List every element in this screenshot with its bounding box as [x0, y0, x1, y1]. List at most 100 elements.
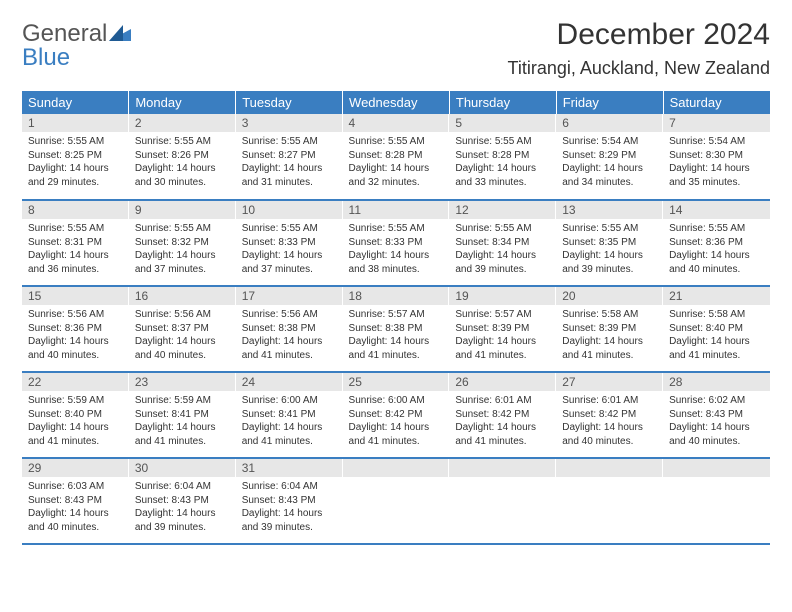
- sunrise-text: Sunrise: 5:57 AM: [349, 308, 444, 322]
- sunrise-text: Sunrise: 6:04 AM: [135, 480, 230, 494]
- sunrise-text: Sunrise: 5:59 AM: [135, 394, 230, 408]
- logo-line1: General: [22, 20, 107, 47]
- weekday-header: Friday: [556, 91, 663, 114]
- daylight-text: Daylight: 14 hours and 40 minutes.: [562, 421, 657, 448]
- daylight-text: Daylight: 14 hours and 29 minutes.: [28, 162, 123, 189]
- sunset-text: Sunset: 8:36 PM: [28, 322, 123, 336]
- sunset-text: Sunset: 8:28 PM: [455, 149, 550, 163]
- day-body: Sunrise: 5:55 AMSunset: 8:33 PMDaylight:…: [236, 219, 343, 281]
- day-number: 7: [663, 114, 770, 132]
- sunset-text: Sunset: 8:31 PM: [28, 236, 123, 250]
- sunrise-text: Sunrise: 5:55 AM: [242, 222, 337, 236]
- daylight-text: Daylight: 14 hours and 41 minutes.: [135, 421, 230, 448]
- sunset-text: Sunset: 8:30 PM: [669, 149, 764, 163]
- calendar-day-cell: 11Sunrise: 5:55 AMSunset: 8:33 PMDayligh…: [343, 200, 450, 286]
- weekday-header: Wednesday: [343, 91, 450, 114]
- calendar-day-cell: 28Sunrise: 6:02 AMSunset: 8:43 PMDayligh…: [663, 372, 770, 458]
- calendar-day-cell: 23Sunrise: 5:59 AMSunset: 8:41 PMDayligh…: [129, 372, 236, 458]
- calendar-week-row: 1Sunrise: 5:55 AMSunset: 8:25 PMDaylight…: [22, 114, 770, 200]
- daylight-text: Daylight: 14 hours and 41 minutes.: [349, 335, 444, 362]
- sunrise-text: Sunrise: 5:55 AM: [669, 222, 764, 236]
- calendar-day-cell: 22Sunrise: 5:59 AMSunset: 8:40 PMDayligh…: [22, 372, 129, 458]
- day-number: [556, 459, 663, 477]
- sunset-text: Sunset: 8:25 PM: [28, 149, 123, 163]
- sunset-text: Sunset: 8:41 PM: [135, 408, 230, 422]
- daylight-text: Daylight: 14 hours and 41 minutes.: [562, 335, 657, 362]
- day-body: Sunrise: 5:55 AMSunset: 8:28 PMDaylight:…: [449, 132, 556, 194]
- day-body: Sunrise: 5:56 AMSunset: 8:37 PMDaylight:…: [129, 305, 236, 367]
- day-body: Sunrise: 5:59 AMSunset: 8:41 PMDaylight:…: [129, 391, 236, 453]
- daylight-text: Daylight: 14 hours and 40 minutes.: [669, 421, 764, 448]
- calendar-day-cell: 31Sunrise: 6:04 AMSunset: 8:43 PMDayligh…: [236, 458, 343, 544]
- daylight-text: Daylight: 14 hours and 37 minutes.: [135, 249, 230, 276]
- sunrise-text: Sunrise: 5:57 AM: [455, 308, 550, 322]
- day-body: [556, 477, 663, 485]
- day-number: 16: [129, 287, 236, 305]
- day-body: Sunrise: 5:55 AMSunset: 8:27 PMDaylight:…: [236, 132, 343, 194]
- daylight-text: Daylight: 14 hours and 39 minutes.: [242, 507, 337, 534]
- sunrise-text: Sunrise: 5:55 AM: [562, 222, 657, 236]
- day-number: 29: [22, 459, 129, 477]
- daylight-text: Daylight: 14 hours and 41 minutes.: [242, 335, 337, 362]
- day-number: 20: [556, 287, 663, 305]
- day-body: Sunrise: 5:55 AMSunset: 8:34 PMDaylight:…: [449, 219, 556, 281]
- calendar-day-cell: 13Sunrise: 5:55 AMSunset: 8:35 PMDayligh…: [556, 200, 663, 286]
- day-number: 3: [236, 114, 343, 132]
- day-body: Sunrise: 5:55 AMSunset: 8:36 PMDaylight:…: [663, 219, 770, 281]
- day-body: [663, 477, 770, 485]
- calendar-body: 1Sunrise: 5:55 AMSunset: 8:25 PMDaylight…: [22, 114, 770, 544]
- day-body: Sunrise: 6:04 AMSunset: 8:43 PMDaylight:…: [236, 477, 343, 539]
- calendar-day-cell: 15Sunrise: 5:56 AMSunset: 8:36 PMDayligh…: [22, 286, 129, 372]
- day-body: Sunrise: 5:54 AMSunset: 8:30 PMDaylight:…: [663, 132, 770, 194]
- day-number: 12: [449, 201, 556, 219]
- sunrise-text: Sunrise: 6:00 AM: [349, 394, 444, 408]
- day-number: 6: [556, 114, 663, 132]
- day-body: Sunrise: 5:55 AMSunset: 8:33 PMDaylight:…: [343, 219, 450, 281]
- weekday-header: Monday: [129, 91, 236, 114]
- daylight-text: Daylight: 14 hours and 31 minutes.: [242, 162, 337, 189]
- daylight-text: Daylight: 14 hours and 37 minutes.: [242, 249, 337, 276]
- calendar-day-cell: 2Sunrise: 5:55 AMSunset: 8:26 PMDaylight…: [129, 114, 236, 200]
- calendar-day-cell: 1Sunrise: 5:55 AMSunset: 8:25 PMDaylight…: [22, 114, 129, 200]
- sunset-text: Sunset: 8:42 PM: [455, 408, 550, 422]
- day-body: Sunrise: 5:55 AMSunset: 8:31 PMDaylight:…: [22, 219, 129, 281]
- day-body: Sunrise: 5:55 AMSunset: 8:35 PMDaylight:…: [556, 219, 663, 281]
- sunset-text: Sunset: 8:34 PM: [455, 236, 550, 250]
- sunrise-text: Sunrise: 5:55 AM: [349, 135, 444, 149]
- daylight-text: Daylight: 14 hours and 32 minutes.: [349, 162, 444, 189]
- sunset-text: Sunset: 8:26 PM: [135, 149, 230, 163]
- sunset-text: Sunset: 8:40 PM: [669, 322, 764, 336]
- day-body: Sunrise: 5:56 AMSunset: 8:38 PMDaylight:…: [236, 305, 343, 367]
- location: Titirangi, Auckland, New Zealand: [508, 58, 770, 79]
- day-number: 13: [556, 201, 663, 219]
- daylight-text: Daylight: 14 hours and 41 minutes.: [455, 335, 550, 362]
- weekday-header: Sunday: [22, 91, 129, 114]
- calendar-day-cell: 25Sunrise: 6:00 AMSunset: 8:42 PMDayligh…: [343, 372, 450, 458]
- sunrise-text: Sunrise: 5:58 AM: [562, 308, 657, 322]
- day-number: [343, 459, 450, 477]
- calendar-day-cell: 18Sunrise: 5:57 AMSunset: 8:38 PMDayligh…: [343, 286, 450, 372]
- sunrise-text: Sunrise: 6:01 AM: [455, 394, 550, 408]
- day-number: [663, 459, 770, 477]
- daylight-text: Daylight: 14 hours and 39 minutes.: [135, 507, 230, 534]
- day-body: Sunrise: 6:02 AMSunset: 8:43 PMDaylight:…: [663, 391, 770, 453]
- sunset-text: Sunset: 8:43 PM: [669, 408, 764, 422]
- calendar-day-cell: [449, 458, 556, 544]
- day-number: 26: [449, 373, 556, 391]
- sunrise-text: Sunrise: 5:55 AM: [455, 135, 550, 149]
- sunset-text: Sunset: 8:43 PM: [242, 494, 337, 508]
- sunset-text: Sunset: 8:35 PM: [562, 236, 657, 250]
- day-body: Sunrise: 6:01 AMSunset: 8:42 PMDaylight:…: [449, 391, 556, 453]
- sunrise-text: Sunrise: 5:56 AM: [28, 308, 123, 322]
- sunset-text: Sunset: 8:33 PM: [242, 236, 337, 250]
- header: General Blue December 2024 Titirangi, Au…: [22, 18, 770, 79]
- day-number: 19: [449, 287, 556, 305]
- calendar-day-cell: 21Sunrise: 5:58 AMSunset: 8:40 PMDayligh…: [663, 286, 770, 372]
- calendar-day-cell: 14Sunrise: 5:55 AMSunset: 8:36 PMDayligh…: [663, 200, 770, 286]
- calendar-day-cell: 6Sunrise: 5:54 AMSunset: 8:29 PMDaylight…: [556, 114, 663, 200]
- daylight-text: Daylight: 14 hours and 30 minutes.: [135, 162, 230, 189]
- day-number: 31: [236, 459, 343, 477]
- day-body: Sunrise: 5:55 AMSunset: 8:25 PMDaylight:…: [22, 132, 129, 194]
- weekday-header: Thursday: [449, 91, 556, 114]
- logo-text: General Blue: [22, 22, 131, 70]
